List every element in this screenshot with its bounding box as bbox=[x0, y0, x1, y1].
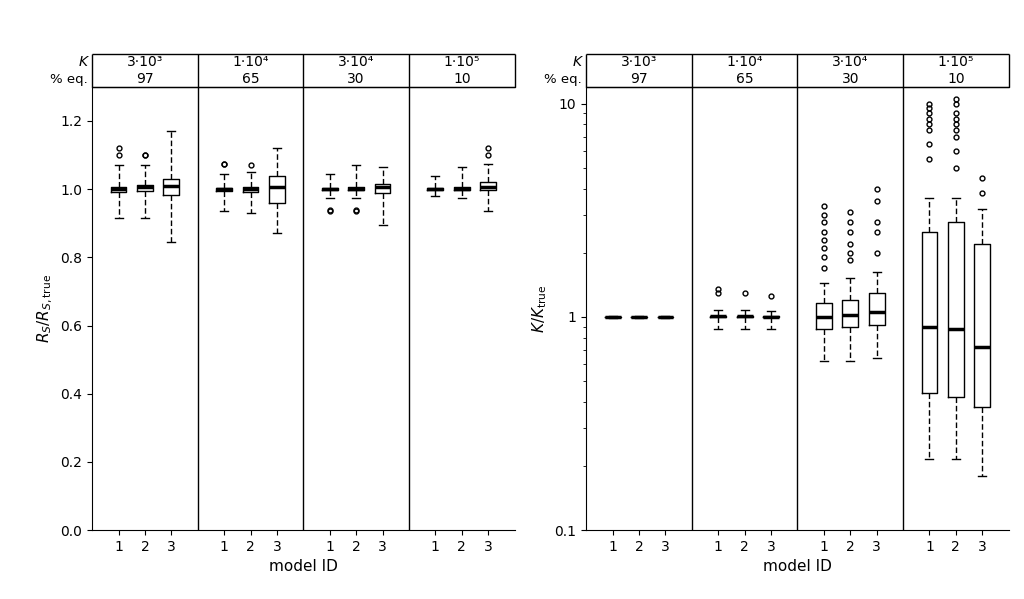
Text: 3·10⁴: 3·10⁴ bbox=[833, 55, 868, 69]
Text: 30: 30 bbox=[842, 72, 859, 86]
Text: 1·10⁴: 1·10⁴ bbox=[232, 55, 269, 69]
X-axis label: model ID: model ID bbox=[763, 559, 831, 574]
Text: 10: 10 bbox=[947, 72, 965, 86]
Text: 3·10³: 3·10³ bbox=[621, 55, 657, 69]
Y-axis label: $K/K_{\mathrm{true}}$: $K/K_{\mathrm{true}}$ bbox=[530, 285, 549, 332]
Text: % eq.: % eq. bbox=[545, 73, 582, 86]
Text: 30: 30 bbox=[347, 72, 365, 86]
Text: 65: 65 bbox=[736, 72, 754, 86]
Text: 1·10⁴: 1·10⁴ bbox=[726, 55, 763, 69]
X-axis label: model ID: model ID bbox=[269, 559, 338, 574]
Text: 97: 97 bbox=[136, 72, 154, 86]
Text: 1·10⁵: 1·10⁵ bbox=[443, 55, 480, 69]
Text: 97: 97 bbox=[630, 72, 648, 86]
Text: 1·10⁵: 1·10⁵ bbox=[938, 55, 974, 69]
Text: K: K bbox=[79, 55, 88, 69]
Text: 65: 65 bbox=[242, 72, 259, 86]
Text: 10: 10 bbox=[453, 72, 471, 86]
Text: 3·10⁴: 3·10⁴ bbox=[338, 55, 375, 69]
Text: % eq.: % eq. bbox=[50, 73, 88, 86]
Text: K: K bbox=[572, 55, 582, 69]
Y-axis label: $R_S/R_{S,\mathrm{true}}$: $R_S/R_{S,\mathrm{true}}$ bbox=[36, 274, 55, 343]
Text: 3·10³: 3·10³ bbox=[127, 55, 163, 69]
